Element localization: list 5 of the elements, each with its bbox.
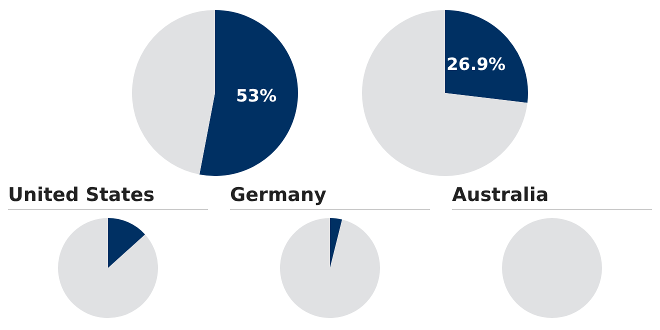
chart-title: Australia [452,184,652,210]
data-label: 53% [236,86,277,106]
data-label: 26.9% [446,54,506,75]
chart-title: United States [8,184,208,210]
chart-title: Germany [230,184,430,210]
